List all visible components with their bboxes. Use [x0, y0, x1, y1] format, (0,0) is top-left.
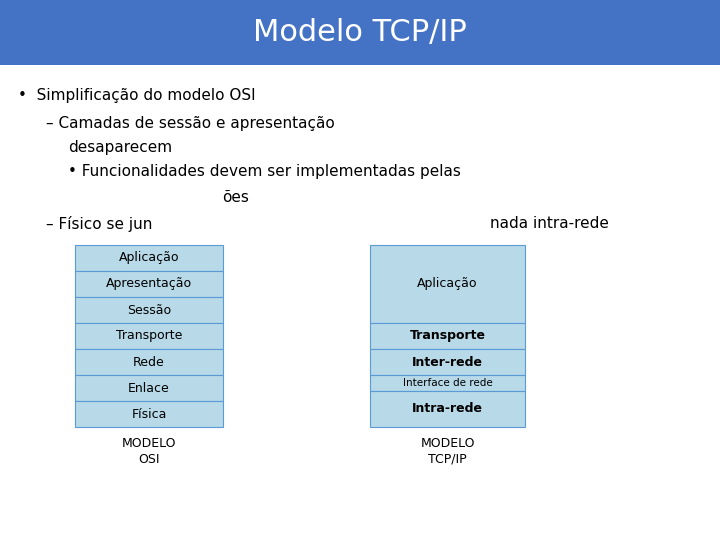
Text: Sessão: Sessão	[127, 303, 171, 316]
Text: Enlace: Enlace	[128, 381, 170, 395]
Text: Física: Física	[131, 408, 167, 421]
Text: nada intra-rede: nada intra-rede	[490, 216, 609, 231]
Text: Intra-rede: Intra-rede	[412, 402, 483, 415]
Bar	[75, 349, 223, 375]
Text: Transporte: Transporte	[410, 329, 485, 342]
Bar	[370, 323, 525, 349]
Bar	[370, 375, 525, 391]
Text: Inter-rede: Inter-rede	[412, 355, 483, 368]
Bar	[75, 401, 223, 427]
Text: ões: ões	[222, 190, 249, 205]
Text: •  Simplificação do modelo OSI: • Simplificação do modelo OSI	[18, 88, 256, 103]
Text: Apresentação: Apresentação	[106, 278, 192, 291]
Bar	[75, 245, 223, 271]
Bar	[370, 245, 525, 323]
Bar	[0, 0, 720, 65]
Text: Rede: Rede	[133, 355, 165, 368]
Text: Interface de rede: Interface de rede	[402, 378, 492, 388]
Text: MODELO
TCP/IP: MODELO TCP/IP	[420, 437, 474, 466]
Text: Aplicação: Aplicação	[119, 252, 179, 265]
Bar	[370, 349, 525, 375]
Text: Aplicação: Aplicação	[418, 278, 478, 291]
Bar	[75, 297, 223, 323]
Text: – Físico se jun: – Físico se jun	[46, 216, 153, 232]
Bar	[75, 323, 223, 349]
Text: MODELO
OSI: MODELO OSI	[122, 437, 176, 466]
Text: • Funcionalidades devem ser implementadas pelas: • Funcionalidades devem ser implementada…	[68, 164, 461, 179]
Bar	[75, 271, 223, 297]
Text: desaparecem: desaparecem	[68, 140, 172, 155]
Text: Modelo TCP/IP: Modelo TCP/IP	[253, 18, 467, 47]
Text: – Camadas de sessão e apresentação: – Camadas de sessão e apresentação	[46, 116, 335, 131]
Bar	[75, 375, 223, 401]
Bar	[370, 391, 525, 427]
Text: Transporte: Transporte	[116, 329, 182, 342]
